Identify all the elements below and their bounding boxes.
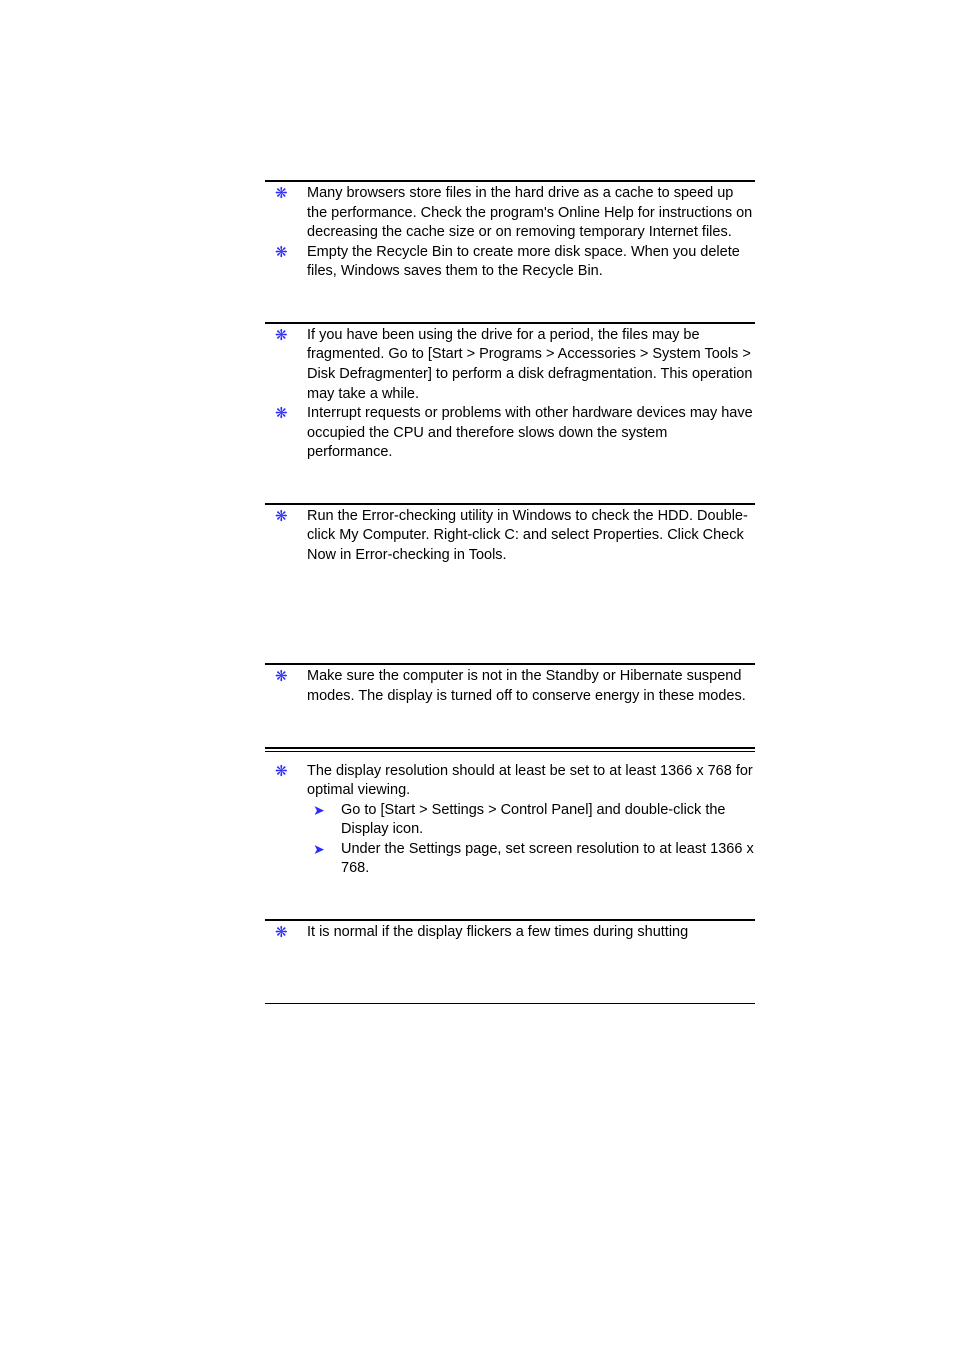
page-content: ❋ Many browsers store files in the hard … [265,180,755,1004]
bullet-text: It is normal if the display flickers a f… [307,923,755,943]
bullet-text: Empty the Recycle Bin to create more dis… [307,243,755,282]
flake-icon: ❋ [265,326,307,346]
section: ❋ Make sure the computer is not in the S… [265,663,755,706]
bullet-item: ❋ It is normal if the display flickers a… [265,923,755,943]
section: ❋ The display resolution should at least… [265,747,755,879]
bullet-item: ❋ Empty the Recycle Bin to create more d… [265,243,755,282]
bullet-text: If you have been using the drive for a p… [307,326,755,404]
bullet-text: Many browsers store files in the hard dr… [307,184,755,243]
bullet-item: ❋ Interrupt requests or problems with ot… [265,404,755,463]
section: ❋ If you have been using the drive for a… [265,322,755,463]
flake-icon: ❋ [265,507,307,527]
sub-text: Under the Settings page, set screen reso… [341,840,755,879]
flake-icon: ❋ [265,762,307,782]
arrow-icon: ➤ [307,840,341,859]
rule-thick [265,503,755,505]
rule-thick [265,663,755,665]
bullet-text: The display resolution should at least b… [307,762,755,801]
bullet-item: ❋ Run the Error-checking utility in Wind… [265,507,755,566]
bullet-item: ❋ The display resolution should at least… [265,762,755,801]
flake-icon: ❋ [265,184,307,204]
bullet-text: Interrupt requests or problems with othe… [307,404,755,463]
rule-thick [265,747,755,749]
sub-item: ➤ Under the Settings page, set screen re… [265,840,755,879]
flake-icon: ❋ [265,243,307,263]
sub-item: ➤ Go to [Start > Settings > Control Pane… [265,801,755,840]
flake-icon: ❋ [265,923,307,943]
section: ❋ Run the Error-checking utility in Wind… [265,503,755,566]
section: ❋ Many browsers store files in the hard … [265,180,755,282]
bullet-item: ❋ If you have been using the drive for a… [265,326,755,404]
bullet-text: Run the Error-checking utility in Window… [307,507,755,566]
section: ❋ It is normal if the display flickers a… [265,919,755,943]
flake-icon: ❋ [265,667,307,687]
arrow-icon: ➤ [307,801,341,820]
bullet-item: ❋ Make sure the computer is not in the S… [265,667,755,706]
sub-text: Go to [Start > Settings > Control Panel]… [341,801,755,840]
flake-icon: ❋ [265,404,307,424]
bullet-item: ❋ Many browsers store files in the hard … [265,184,755,243]
rule-bottom [265,1003,755,1004]
rule-thick [265,180,755,182]
rule-thick [265,322,755,324]
rule-thick [265,919,755,921]
bullet-text: Make sure the computer is not in the Sta… [307,667,755,706]
rule-thin [265,751,755,752]
